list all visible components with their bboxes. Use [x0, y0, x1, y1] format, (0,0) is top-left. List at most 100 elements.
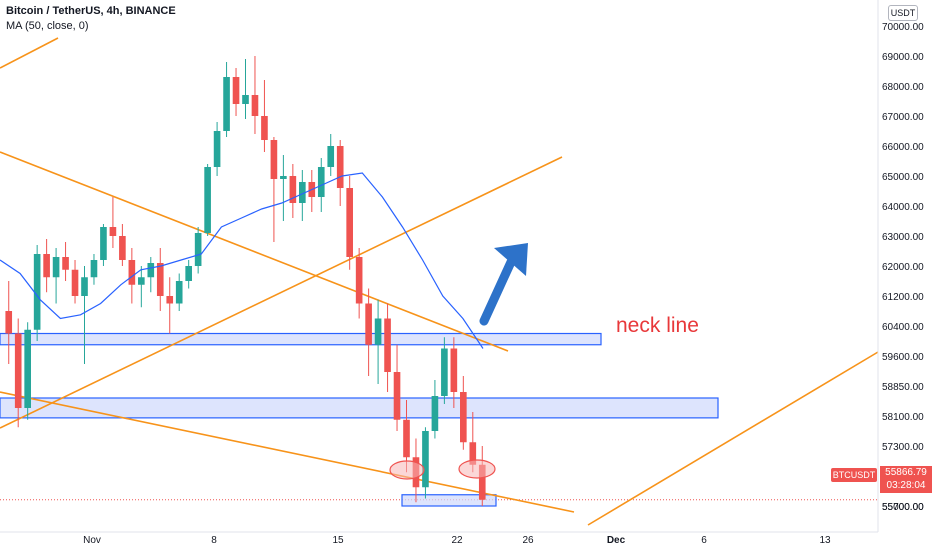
y-tick-label: 61200.00 — [882, 292, 924, 303]
x-tick-label: 22 — [451, 535, 463, 546]
candle-body — [336, 146, 344, 188]
candle-body — [33, 254, 41, 330]
x-tick-label: Nov — [83, 535, 101, 546]
candle-body — [156, 263, 164, 296]
candle-body — [450, 348, 458, 392]
trendline[interactable] — [0, 391, 575, 513]
candle-body — [317, 167, 325, 197]
x-tick-label: 13 — [819, 535, 831, 546]
candle-body — [166, 296, 174, 304]
candle-body — [138, 277, 145, 285]
candle-body — [43, 254, 50, 278]
candle-body — [346, 188, 353, 257]
candle-body — [355, 257, 363, 304]
candle-body — [251, 95, 259, 116]
candle-body — [431, 396, 439, 431]
y-tick-label: 60400.00 — [882, 322, 924, 333]
price-zone[interactable] — [401, 494, 497, 507]
trendline[interactable] — [0, 37, 59, 69]
candle-body — [270, 140, 278, 179]
last-price-label: 55866.79 03:28:04 — [880, 466, 932, 493]
candle-body — [213, 131, 221, 167]
symbol-price-label: BTCUSDT — [831, 468, 877, 482]
candle-body — [5, 311, 13, 334]
y-tick-label: 69000.00 — [882, 52, 924, 63]
candle-body — [14, 333, 22, 408]
candle-body — [469, 442, 477, 465]
trendline[interactable] — [0, 151, 509, 352]
candle-body — [119, 236, 126, 260]
candle-body — [280, 176, 287, 179]
y-tick-label: 55700.00 — [882, 502, 924, 513]
candle-body — [223, 77, 230, 131]
last-price-value: 55866.79 — [885, 467, 927, 478]
candle-body — [62, 257, 69, 270]
y-tick-label: 55000.00 — [882, 502, 924, 513]
time-axis[interactable] — [0, 532, 932, 550]
candle-body — [441, 348, 448, 396]
trendlines — [0, 37, 879, 526]
x-tick-label: 6 — [701, 535, 707, 546]
neck-line-annotation: neck line — [616, 314, 699, 337]
candle-body — [374, 318, 382, 345]
candles — [5, 56, 486, 506]
candle-body — [242, 95, 249, 104]
y-tick-label: 70000.00 — [882, 22, 924, 33]
legend-symbol: Bitcoin / TetherUS, 4h, BINANCE — [6, 5, 176, 17]
candle-body — [299, 182, 306, 203]
candle-body — [365, 303, 372, 345]
candle-body — [147, 263, 155, 278]
trendline[interactable] — [587, 351, 879, 526]
y-tick-label: 57300.00 — [882, 442, 924, 453]
candle-body — [128, 260, 136, 285]
y-tick-label: 58850.00 — [882, 382, 924, 393]
candle-body — [52, 257, 60, 278]
y-tick-label: 67000.00 — [882, 112, 924, 123]
candle-body — [175, 281, 183, 304]
bar-countdown: 03:28:04 — [886, 480, 926, 491]
candle-body — [204, 167, 211, 233]
candle-body — [478, 464, 486, 500]
y-tick-label: 58100.00 — [882, 412, 924, 423]
candle-body — [289, 176, 297, 203]
price-zone[interactable] — [0, 332, 602, 346]
chart-legend: Bitcoin / TetherUS, 4h, BINANCE MA (50, … — [6, 4, 176, 34]
double-bottom-marker[interactable] — [389, 460, 425, 480]
x-tick-label: 15 — [332, 535, 344, 546]
candle-body — [90, 260, 98, 278]
price-zone[interactable] — [0, 397, 719, 419]
y-tick-label: 68000.00 — [882, 82, 924, 93]
candle-body — [71, 269, 79, 296]
legend-indicator[interactable]: MA (50, close, 0) — [6, 20, 89, 32]
y-tick-label: 66000.00 — [882, 142, 924, 153]
candle-body — [460, 392, 467, 443]
candle-body — [232, 77, 240, 104]
candle-body — [261, 116, 268, 140]
y-tick-label: 63000.00 — [882, 232, 924, 243]
candle-body — [185, 266, 192, 281]
candle-body — [393, 372, 401, 420]
price-axis[interactable] — [878, 0, 932, 550]
double-bottom-marker[interactable] — [458, 459, 496, 479]
x-tick-label: 8 — [211, 535, 217, 546]
moving-average — [0, 172, 484, 349]
candle-body — [24, 329, 31, 408]
candle-body — [327, 146, 335, 167]
x-tick-label: Dec — [607, 535, 626, 546]
markers — [389, 243, 528, 480]
y-tick-label: 62000.00 — [882, 262, 924, 273]
ma50-line[interactable] — [0, 172, 484, 349]
zones — [0, 332, 719, 507]
candle-body — [100, 227, 107, 260]
currency-badge[interactable]: USDT — [888, 5, 918, 21]
candle-body — [403, 419, 410, 458]
up-arrow[interactable] — [479, 243, 528, 326]
y-tick-label: 64000.00 — [882, 202, 924, 213]
trendline[interactable] — [0, 156, 563, 429]
y-tick-label: 65000.00 — [882, 172, 924, 183]
candle-body — [384, 318, 391, 372]
candle-body — [81, 277, 88, 296]
